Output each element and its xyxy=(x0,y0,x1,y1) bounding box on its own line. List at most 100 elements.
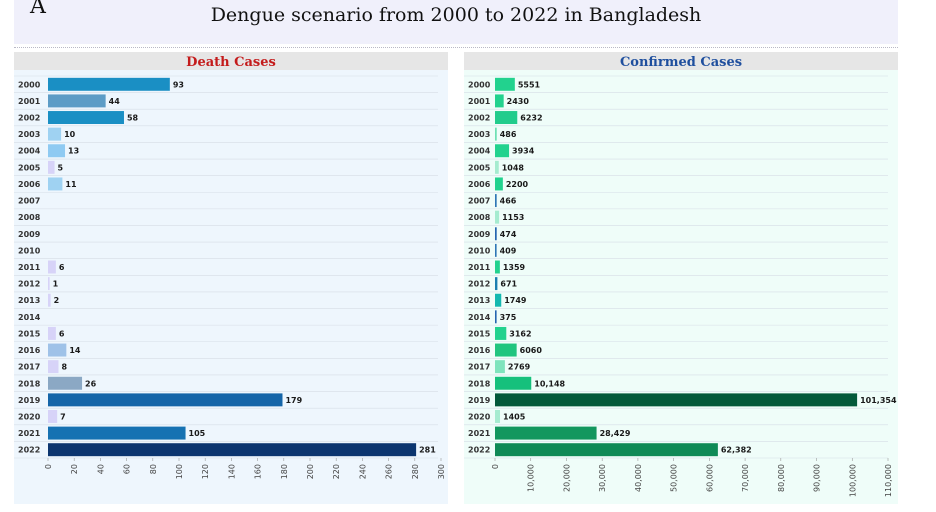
tick-label: 0 xyxy=(491,464,500,469)
category-label: 2017 xyxy=(18,363,40,372)
category-label: 2007 xyxy=(18,197,40,206)
bar xyxy=(48,426,186,440)
value-label: 1749 xyxy=(504,296,527,305)
bar xyxy=(495,111,518,124)
value-label: 3934 xyxy=(512,147,535,156)
category-label: 2003 xyxy=(468,130,490,139)
value-label: 10,148 xyxy=(534,379,565,388)
tick-label: 160 xyxy=(254,464,263,479)
bar xyxy=(48,127,62,141)
tick-label: 60 xyxy=(123,464,132,474)
chart-title: Death Cases xyxy=(186,55,276,70)
bar xyxy=(48,443,417,457)
tick-label: 280 xyxy=(411,464,420,479)
category-label: 2012 xyxy=(468,280,490,289)
value-label: 58 xyxy=(127,114,139,123)
bar xyxy=(495,426,597,440)
value-label: 105 xyxy=(189,429,206,438)
figure-title: Dengue scenario from 2000 to 2022 in Ban… xyxy=(210,4,702,26)
bar xyxy=(495,310,497,324)
category-label: 2020 xyxy=(18,412,41,421)
category-label: 2011 xyxy=(468,263,491,272)
value-label: 474 xyxy=(500,230,517,239)
category-label: 2022 xyxy=(468,446,490,455)
value-label: 26 xyxy=(85,379,97,388)
value-label: 6 xyxy=(59,329,65,338)
bar xyxy=(495,393,858,407)
bar xyxy=(48,260,56,274)
bar xyxy=(495,160,499,174)
category-label: 2000 xyxy=(468,80,491,89)
tick-label: 240 xyxy=(358,464,367,479)
bar xyxy=(495,343,517,357)
value-label: 466 xyxy=(500,197,517,206)
bar xyxy=(495,260,500,274)
category-label: 2015 xyxy=(468,329,491,338)
figure-header xyxy=(14,0,898,44)
category-label: 2006 xyxy=(468,180,491,189)
bar xyxy=(48,360,59,374)
tick-label: 90,000 xyxy=(813,464,822,492)
tick-label: 80,000 xyxy=(777,464,786,492)
value-label: 3162 xyxy=(509,329,531,338)
bar xyxy=(48,376,83,390)
bar xyxy=(48,410,58,423)
category-label: 2021 xyxy=(468,429,491,438)
category-label: 2008 xyxy=(468,213,491,222)
tick-label: 10,000 xyxy=(527,464,536,492)
category-label: 2012 xyxy=(18,280,40,289)
bar xyxy=(495,94,504,108)
tick-label: 220 xyxy=(332,464,341,479)
tick-label: 140 xyxy=(227,464,236,479)
value-label: 8 xyxy=(61,363,67,372)
category-label: 2009 xyxy=(18,230,41,239)
bar xyxy=(495,227,497,241)
value-label: 409 xyxy=(500,246,517,255)
bar xyxy=(48,144,66,158)
tick-label: 180 xyxy=(280,464,289,479)
category-label: 2018 xyxy=(468,379,491,388)
bar xyxy=(495,326,507,340)
tick-label: 300 xyxy=(437,464,446,479)
value-label: 486 xyxy=(500,130,517,139)
tick-label: 100 xyxy=(175,464,184,479)
value-label: 62,382 xyxy=(721,446,752,455)
category-label: 2010 xyxy=(468,246,491,255)
bar xyxy=(495,293,502,307)
category-label: 2008 xyxy=(18,213,41,222)
category-label: 2018 xyxy=(18,379,41,388)
value-label: 281 xyxy=(419,446,436,455)
bar xyxy=(495,376,532,390)
value-label: 10 xyxy=(64,130,76,139)
value-label: 93 xyxy=(173,80,184,89)
tick-label: 40,000 xyxy=(634,464,643,492)
chart-title-strip xyxy=(14,52,448,70)
header-divider xyxy=(14,47,898,48)
bar xyxy=(48,160,55,174)
tick-label: 110,000 xyxy=(884,464,893,497)
bar xyxy=(495,410,501,423)
value-label: 2769 xyxy=(508,363,531,372)
bar xyxy=(48,293,51,307)
bar xyxy=(495,194,497,208)
category-label: 2011 xyxy=(18,263,41,272)
category-label: 2019 xyxy=(18,396,41,405)
bar xyxy=(495,443,718,457)
tick-label: 50,000 xyxy=(670,464,679,492)
value-label: 6060 xyxy=(520,346,543,355)
category-label: 2001 xyxy=(18,97,41,106)
value-label: 13 xyxy=(68,147,79,156)
value-label: 6 xyxy=(59,263,65,272)
value-label: 28,429 xyxy=(600,429,631,438)
tick-label: 70,000 xyxy=(741,464,750,492)
bar xyxy=(48,326,56,340)
tick-label: 30,000 xyxy=(598,464,607,492)
value-label: 2200 xyxy=(506,180,529,189)
value-label: 2 xyxy=(54,296,60,305)
bar xyxy=(495,360,505,374)
value-label: 11 xyxy=(65,180,77,189)
bar xyxy=(495,210,500,224)
category-label: 2003 xyxy=(18,130,40,139)
value-label: 1405 xyxy=(503,412,526,421)
